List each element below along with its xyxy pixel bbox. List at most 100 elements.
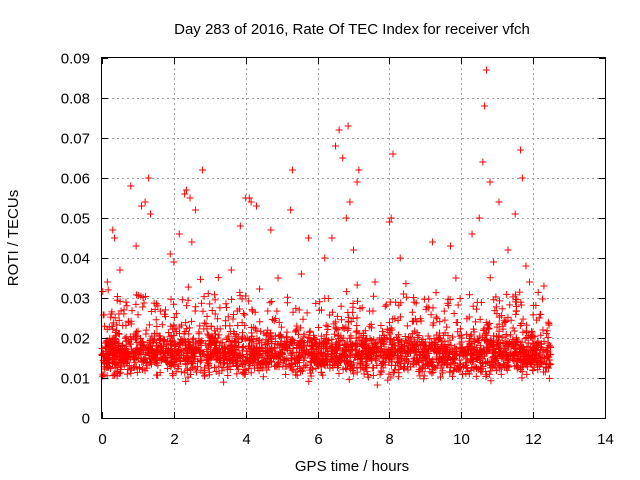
data-point (315, 306, 323, 314)
data-point (465, 337, 473, 345)
data-point (259, 348, 267, 356)
y-tick-label: 0.04 (61, 251, 90, 268)
data-point (307, 372, 315, 380)
data-point (523, 333, 531, 341)
data-point (512, 310, 520, 318)
data-point (523, 321, 531, 329)
data-point (353, 178, 361, 186)
data-point (503, 366, 511, 374)
data-point (169, 372, 177, 380)
data-point (279, 362, 287, 370)
data-point (228, 355, 236, 363)
data-point (462, 350, 470, 358)
data-point (184, 296, 192, 304)
data-point (458, 348, 466, 356)
data-point (516, 288, 524, 296)
data-point (213, 315, 221, 323)
data-point (252, 348, 260, 356)
data-point (132, 300, 140, 308)
data-point (224, 313, 232, 321)
data-point (134, 311, 142, 319)
data-point (357, 333, 365, 341)
data-point (413, 318, 421, 326)
data-point (353, 281, 361, 289)
data-point (275, 359, 283, 367)
data-point (450, 309, 458, 317)
data-point (217, 339, 225, 347)
data-point (167, 295, 175, 303)
data-point (481, 330, 489, 338)
data-point (211, 291, 219, 299)
data-point (225, 345, 233, 353)
data-point (348, 346, 356, 354)
data-point (114, 347, 122, 355)
data-point (479, 158, 487, 166)
data-point (450, 367, 458, 375)
data-point (170, 338, 178, 346)
data-point (513, 365, 521, 373)
data-point (504, 313, 512, 321)
data-point (340, 324, 348, 332)
data-point (363, 357, 371, 365)
data-point (110, 358, 118, 366)
data-point (115, 316, 123, 324)
data-point (242, 366, 250, 374)
data-point (99, 288, 107, 296)
data-point (523, 370, 531, 378)
data-point (383, 325, 391, 333)
data-point (343, 288, 351, 296)
data-point (354, 356, 362, 364)
data-point (255, 346, 263, 354)
data-point (453, 345, 461, 353)
data-point (485, 360, 493, 368)
data-point (297, 270, 305, 278)
data-point (438, 369, 446, 377)
data-point (300, 330, 308, 338)
data-point (104, 355, 112, 363)
data-point (156, 307, 164, 315)
data-point (183, 365, 191, 373)
data-point (497, 370, 505, 378)
data-point (385, 218, 393, 226)
data-point (183, 302, 191, 310)
data-point (108, 337, 116, 345)
data-point (358, 304, 366, 312)
data-point (178, 296, 186, 304)
data-point (340, 341, 348, 349)
data-point (224, 372, 232, 380)
data-point (122, 298, 130, 306)
data-point (227, 266, 235, 274)
data-point (419, 350, 427, 358)
data-point (281, 356, 289, 364)
data-point (299, 350, 307, 358)
data-point (151, 305, 159, 313)
data-point (126, 354, 134, 362)
data-point (386, 330, 394, 338)
data-point (409, 330, 417, 338)
data-point (187, 366, 195, 374)
data-point (218, 367, 226, 375)
data-point (535, 314, 543, 322)
data-point (410, 317, 418, 325)
data-point (452, 351, 460, 359)
data-point (318, 339, 326, 347)
data-point (545, 320, 553, 328)
data-point (492, 303, 500, 311)
data-point (336, 342, 344, 350)
x-axis-label: GPS time / hours (295, 458, 409, 475)
y-tick-label: 0.03 (61, 291, 90, 308)
data-point (394, 353, 402, 361)
x-tick-label: 12 (525, 431, 542, 448)
data-point (172, 325, 180, 333)
data-point (380, 331, 388, 339)
data-point (534, 366, 542, 374)
data-point (315, 323, 323, 331)
data-point (331, 330, 339, 338)
data-point (385, 358, 393, 366)
data-point (299, 315, 307, 323)
data-point (427, 311, 435, 319)
data-point (237, 360, 245, 368)
data-point (145, 174, 153, 182)
data-point (175, 362, 183, 370)
x-tick-label: 4 (242, 431, 250, 448)
